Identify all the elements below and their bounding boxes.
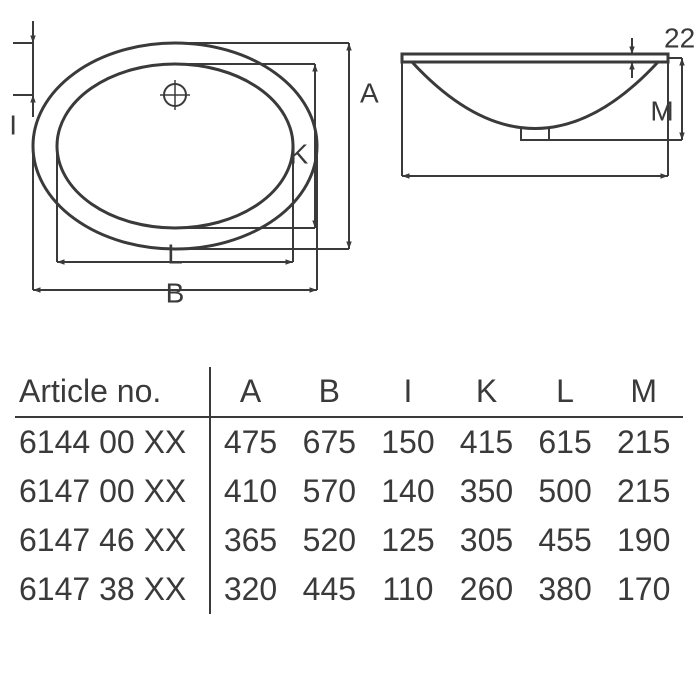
technical-diagram: BL A K I 22 M bbox=[0, 0, 698, 350]
col-b: B bbox=[290, 367, 369, 417]
dimension-table: Article no. A B I K L M 6144 00 XX 475 6… bbox=[15, 367, 683, 614]
table: Article no. A B I K L M 6144 00 XX 475 6… bbox=[15, 367, 683, 614]
table-body: 6144 00 XX 475 675 150 415 615 215 6147 … bbox=[15, 417, 683, 614]
table-row: 6147 38 XX 320 445 110 260 380 170 bbox=[15, 565, 683, 614]
col-m: M bbox=[604, 367, 683, 417]
svg-text:M: M bbox=[650, 95, 673, 126]
svg-text:L: L bbox=[167, 238, 183, 269]
col-i: I bbox=[369, 367, 448, 417]
col-l: L bbox=[526, 367, 605, 417]
table-header-row: Article no. A B I K L M bbox=[15, 367, 683, 417]
table-row: 6144 00 XX 475 675 150 415 615 215 bbox=[15, 417, 683, 467]
svg-text:A: A bbox=[360, 77, 379, 108]
svg-text:22: 22 bbox=[664, 22, 695, 53]
col-article: Article no. bbox=[15, 367, 210, 417]
col-k: K bbox=[447, 367, 526, 417]
svg-text:K: K bbox=[290, 138, 309, 169]
table-row: 6147 46 XX 365 520 125 305 455 190 bbox=[15, 516, 683, 565]
table-row: 6147 00 XX 410 570 140 350 500 215 bbox=[15, 467, 683, 516]
svg-text:I: I bbox=[9, 109, 17, 140]
col-a: A bbox=[210, 367, 290, 417]
diagram-svg: BL A K I 22 M bbox=[0, 0, 698, 350]
svg-text:B: B bbox=[166, 277, 185, 308]
